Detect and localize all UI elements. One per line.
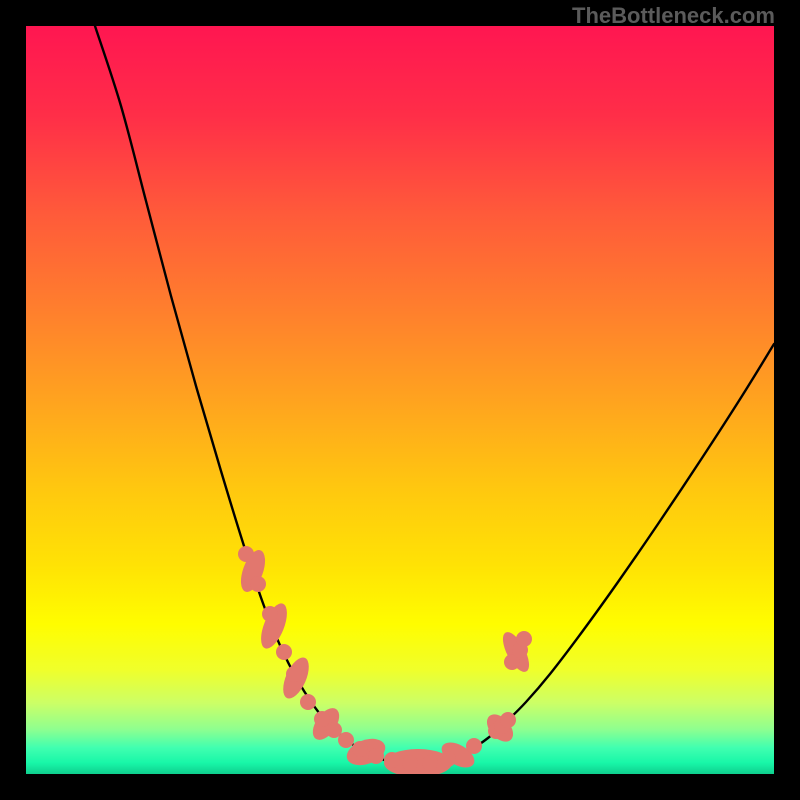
outer-frame: TheBottleneck.com	[0, 0, 800, 800]
watermark-text: TheBottleneck.com	[572, 3, 775, 29]
plot-svg	[26, 26, 774, 774]
plot-area	[26, 26, 774, 774]
gradient-background	[26, 26, 774, 774]
